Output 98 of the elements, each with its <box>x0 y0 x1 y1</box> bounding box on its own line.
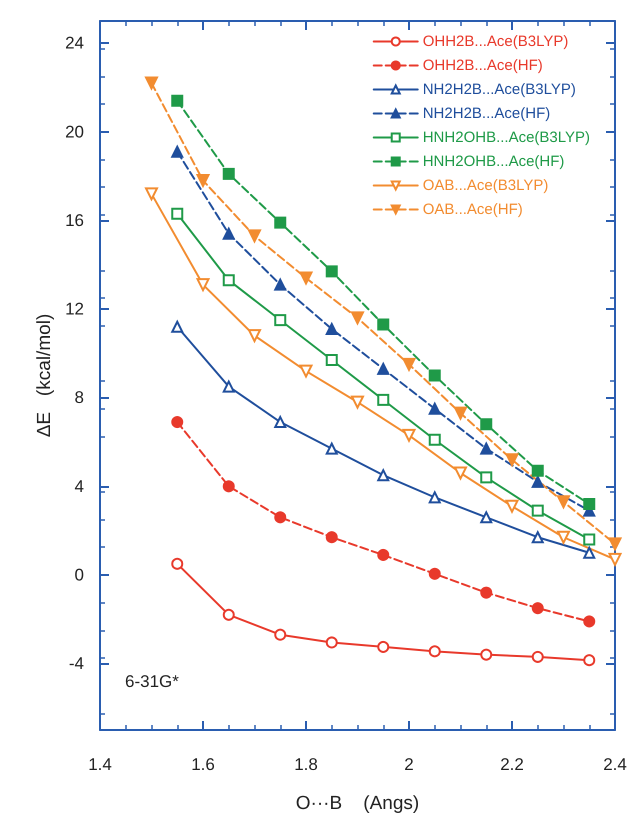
y-tick-label: 8 <box>74 388 84 408</box>
y-tick-label: 20 <box>65 122 84 142</box>
point <box>248 329 261 342</box>
x-tick-label: 1.6 <box>191 755 215 774</box>
point <box>222 274 235 286</box>
annotation: 6-31G* <box>125 672 180 691</box>
point <box>428 402 441 415</box>
point <box>171 558 184 570</box>
point <box>402 428 416 442</box>
legend-label: OAB...Ace(HF) <box>422 201 523 218</box>
point <box>428 568 441 580</box>
point <box>428 370 441 382</box>
point <box>196 174 210 188</box>
y-tick-label: 16 <box>65 210 84 230</box>
legend-label: OHH2B...Ace(HF) <box>422 57 543 74</box>
point <box>480 586 492 599</box>
point <box>222 480 235 492</box>
point <box>274 416 286 428</box>
point <box>274 511 286 524</box>
point <box>171 320 184 333</box>
point <box>532 650 544 663</box>
point <box>326 636 338 648</box>
x-tick-label: 2 <box>404 755 414 774</box>
point <box>583 654 596 666</box>
point <box>454 466 467 480</box>
point <box>532 464 544 477</box>
point <box>326 265 338 278</box>
point <box>480 648 492 661</box>
point <box>377 394 390 406</box>
point <box>377 469 390 482</box>
point <box>583 615 596 628</box>
point <box>532 602 544 614</box>
point <box>480 511 492 524</box>
point <box>532 504 544 517</box>
point <box>326 442 338 455</box>
legend-label: NH2H2B...Ace(B3LYP) <box>422 81 576 98</box>
legend-label: NH2H2B...Ace(HF) <box>422 105 550 122</box>
point <box>377 640 390 653</box>
point <box>532 531 544 544</box>
point <box>248 229 261 242</box>
legend-label: HNH2OHB...Ace(HF) <box>422 153 564 170</box>
y-tick-label: 0 <box>74 565 84 584</box>
point <box>171 416 184 428</box>
point <box>480 418 492 430</box>
point <box>222 380 235 393</box>
point <box>506 453 518 466</box>
point <box>145 76 158 90</box>
point <box>351 311 364 324</box>
point <box>300 364 312 378</box>
point <box>480 442 492 455</box>
legend-label: OAB...Ace(B3LYP) <box>422 177 548 194</box>
point <box>171 146 184 158</box>
point <box>428 645 441 658</box>
x-tick-label: 1.8 <box>294 755 318 774</box>
y-tick-label: 24 <box>65 34 84 53</box>
point <box>608 552 622 566</box>
point <box>196 278 210 292</box>
point <box>222 608 235 621</box>
point <box>274 314 286 326</box>
point <box>402 358 416 371</box>
point <box>583 498 596 510</box>
point <box>274 628 286 641</box>
point <box>326 322 338 335</box>
x-tick-label: 2.4 <box>603 755 627 774</box>
point <box>377 318 390 331</box>
point <box>222 228 235 240</box>
x-axis-title: O···B (Angs) <box>296 793 420 814</box>
point <box>583 533 596 546</box>
point <box>171 208 184 220</box>
y-tick-label: 4 <box>74 476 84 496</box>
point <box>583 546 596 559</box>
point <box>171 94 184 107</box>
y-axis-title: ΔE (kcal/mol) <box>34 314 55 438</box>
point <box>454 406 467 420</box>
point <box>222 168 235 180</box>
legend-label: OHH2B...Ace(B3LYP) <box>422 33 568 50</box>
x-tick-label: 2.2 <box>500 755 524 774</box>
point <box>274 216 286 229</box>
point <box>557 530 570 544</box>
point <box>532 476 544 488</box>
x-tick-label: 1.4 <box>88 755 112 774</box>
point <box>351 396 364 409</box>
y-tick-label: 12 <box>65 300 84 319</box>
point <box>608 537 622 550</box>
point <box>428 434 441 446</box>
y-tick-label: -4 <box>68 654 84 674</box>
point <box>506 500 518 513</box>
point <box>145 187 158 200</box>
point <box>326 531 338 544</box>
point <box>428 491 441 504</box>
point <box>377 362 390 375</box>
legend-label: HNH2OHB...Ace(B3LYP) <box>422 129 590 146</box>
point <box>377 548 390 561</box>
point <box>480 471 492 484</box>
point <box>300 272 312 285</box>
point <box>326 354 338 366</box>
point <box>274 278 286 291</box>
point <box>557 495 570 508</box>
